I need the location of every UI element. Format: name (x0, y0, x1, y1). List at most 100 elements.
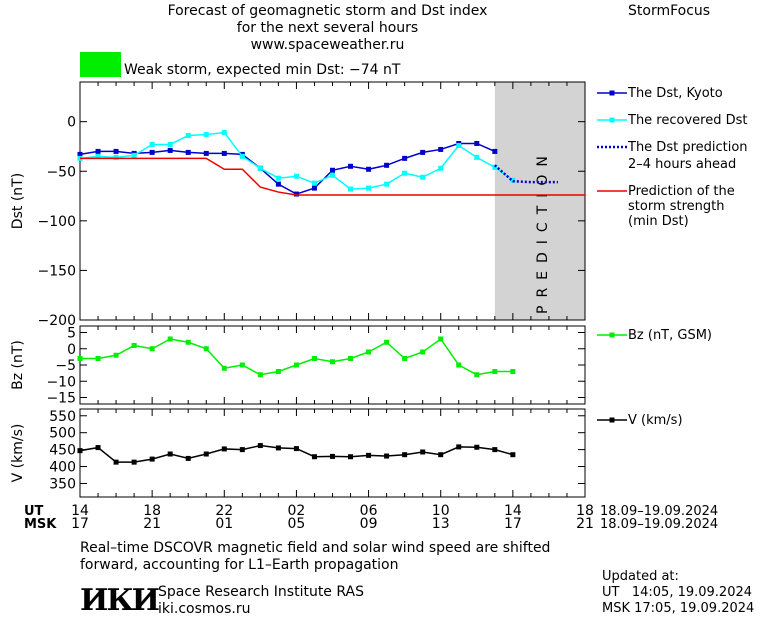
data-point-v (167, 451, 173, 457)
data-point-v (149, 456, 155, 462)
data-point-kyoto (77, 151, 83, 157)
data-point-recovered (275, 175, 281, 181)
data-point-recovered (330, 172, 335, 178)
data-point-recovered (456, 142, 462, 148)
x-tick-label-msk: 13 (432, 516, 450, 532)
data-point-bz (348, 356, 354, 361)
storm-level-label: Weak storm, expected min Dst: −74 nT (124, 62, 401, 78)
x-tick-label-ut: 14 (504, 503, 522, 519)
data-point-v (131, 459, 137, 465)
y-axis-title: Dst (nT) (10, 173, 26, 229)
data-point-v (113, 459, 119, 465)
data-point-bz (185, 339, 191, 345)
ut-date-range: 18.09–19.09.2024 (600, 504, 719, 519)
x-tick-label-msk: 21 (143, 516, 161, 532)
y-tick-label: −200 (38, 313, 76, 329)
data-point-v (95, 445, 101, 451)
data-point-recovered (167, 141, 173, 147)
legend-marker-kyoto (609, 90, 615, 96)
data-point-kyoto (167, 147, 173, 153)
data-point-bz (366, 349, 372, 355)
data-point-v (384, 453, 390, 459)
propagation-note-1: Real–time DSCOVR magnetic field and sola… (80, 540, 551, 556)
data-point-v (456, 444, 462, 450)
x-tick-label-ut: 22 (215, 503, 233, 519)
x-tick-label-ut: 06 (360, 503, 378, 519)
y-tick-label: 400 (49, 460, 76, 476)
data-point-bz (221, 365, 227, 371)
storm-level-swatch (80, 52, 121, 77)
data-point-bz (257, 372, 263, 378)
x-tick-label-ut: 02 (288, 503, 306, 519)
data-point-kyoto (438, 146, 444, 152)
data-point-recovered (492, 164, 498, 170)
data-point-kyoto (293, 191, 299, 197)
data-point-bz (510, 369, 516, 374)
data-point-recovered (203, 132, 209, 138)
brand-name: StormFocus (628, 3, 711, 19)
chart-title: Forecast of geomagnetic storm and Dst in… (167, 3, 488, 19)
updated-msk: MSK 17:05, 19.09.2024 (602, 601, 755, 616)
series-line-prediction (493, 164, 558, 184)
data-point-v (293, 446, 299, 452)
data-point-bz (131, 343, 137, 348)
data-point-bz (203, 346, 209, 352)
data-point-kyoto (221, 150, 227, 156)
y-tick-label: 0 (67, 115, 76, 131)
data-point-recovered (474, 154, 480, 160)
data-point-v (203, 451, 209, 457)
x-tick-label-msk: 01 (215, 516, 233, 532)
legend-marker-v (609, 417, 615, 423)
legend-label-recovered: The recovered Dst (628, 113, 748, 128)
data-point-bz (95, 356, 101, 361)
data-point-recovered (239, 153, 245, 159)
data-point-recovered (95, 153, 101, 159)
ut-axis-label: UT (24, 504, 44, 519)
data-point-kyoto (474, 140, 480, 146)
series-line-recovered (79, 131, 514, 190)
updated-label: Updated at: (602, 569, 679, 584)
data-point-v (185, 455, 191, 461)
data-point-bz (420, 349, 426, 355)
data-point-kyoto (420, 149, 426, 155)
data-point-v (402, 452, 408, 458)
data-point-kyoto (149, 149, 155, 155)
data-point-recovered (366, 185, 372, 191)
panel-frame (79, 325, 586, 405)
x-tick-label-msk: 09 (360, 516, 378, 532)
data-point-v (221, 446, 227, 452)
data-point-recovered (113, 154, 119, 160)
data-point-v (275, 445, 281, 451)
data-point-bz (438, 336, 444, 342)
data-point-recovered (131, 152, 137, 158)
y-tick-label: 350 (49, 476, 76, 492)
data-point-bz (77, 356, 83, 361)
data-point-bz (402, 356, 408, 361)
data-point-bz (293, 362, 299, 368)
x-tick-label-msk: 17 (504, 516, 522, 532)
legend-marker-recovered (609, 117, 615, 123)
x-tick-label-ut: 18 (143, 503, 161, 519)
data-point-bz (167, 336, 173, 342)
y-tick-label: −5 (55, 358, 76, 374)
data-point-kyoto (492, 148, 498, 154)
data-point-kyoto (311, 185, 317, 191)
institute-url[interactable]: iki.cosmos.ru (158, 601, 251, 617)
data-point-recovered (438, 165, 444, 171)
data-point-bz (384, 339, 390, 345)
legend-label-prediction-hours: 2–4 hours ahead (628, 157, 737, 172)
data-point-v (239, 447, 245, 453)
data-point-v (438, 452, 444, 458)
data-point-bz (275, 369, 281, 374)
data-point-recovered (311, 180, 317, 186)
legend-label-storm-3: (min Dst) (628, 214, 689, 229)
x-tick-label-msk: 21 (576, 516, 594, 532)
institute-name: Space Research Institute RAS (158, 584, 364, 600)
x-tick-label-msk: 05 (288, 516, 306, 532)
data-point-kyoto (330, 167, 335, 173)
site-url[interactable]: www.spaceweather.ru (250, 37, 405, 53)
data-point-recovered (293, 173, 299, 179)
chart-subtitle: for the next several hours (236, 20, 419, 36)
data-point-recovered (185, 133, 191, 139)
